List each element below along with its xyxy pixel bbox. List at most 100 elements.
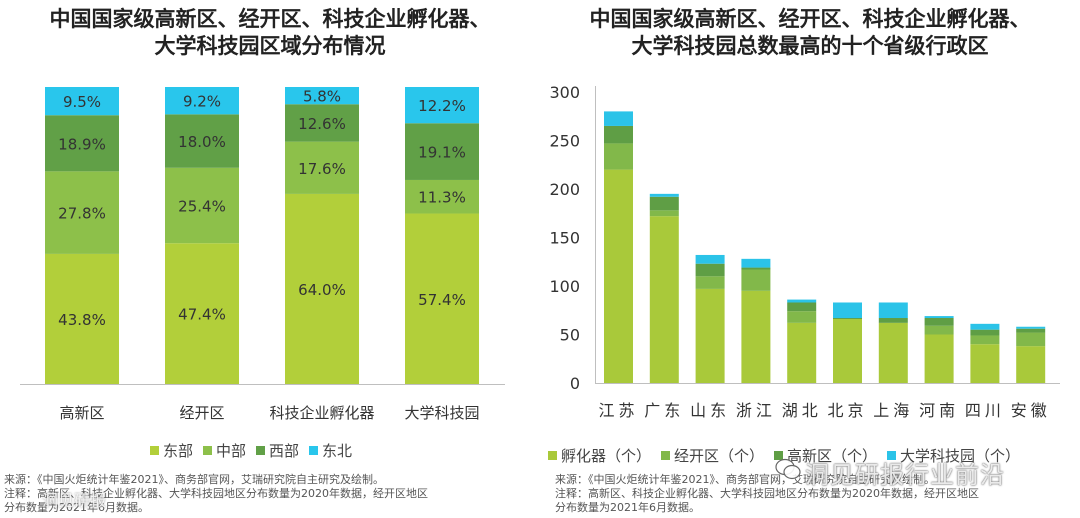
left-note-line-2: 注释：高新区、科技企业孵化器、大学科技园地区分布数量为2020年数据，经开区地区 xyxy=(4,487,428,500)
bar-湖北-大学科技园（个） xyxy=(787,299,817,303)
bar-北京-孵化器（个） xyxy=(833,318,862,383)
bar-安徽-经开区（个） xyxy=(1016,332,1046,347)
right-legend-swatch-1 xyxy=(661,451,671,460)
data-label-高新区-西部: 18.9% xyxy=(58,135,106,153)
bar-上海-高新区（个） xyxy=(878,318,908,323)
x-tick-label-江苏: 江苏 xyxy=(598,401,638,420)
watermark-text: 洞见研报行业前沿 xyxy=(805,461,1005,489)
right-legend-item-0: 孵化器（个） xyxy=(548,445,651,466)
bar-安徽-大学科技园（个） xyxy=(1016,326,1046,329)
left-title-line-2: 大学科技园区域分布情况 xyxy=(154,34,386,58)
data-label-高新区-东北: 9.5% xyxy=(63,93,101,111)
y-tick-label-200: 200 xyxy=(549,180,580,199)
bar-科技企业孵化器-西部 xyxy=(285,104,359,142)
x-tick-label-广东: 广东 xyxy=(644,401,684,420)
left-legend-label-3: 东北 xyxy=(322,442,353,460)
left-legend-swatch-3 xyxy=(309,446,319,455)
left-legend: 东部 中部 西部 东北 xyxy=(150,440,362,461)
bar-浙江-孵化器（个） xyxy=(741,290,771,383)
data-label-高新区-中部: 27.8% xyxy=(58,205,106,223)
right-legend-label-0: 孵化器（个） xyxy=(561,447,652,465)
bar-河南-孵化器（个） xyxy=(924,334,954,383)
x-tick-label-湖北: 湖北 xyxy=(782,401,822,420)
x-tick-label-科技企业孵化器: 科技企业孵化器 xyxy=(269,404,374,422)
left-legend-label-0: 东部 xyxy=(163,442,194,460)
y-tick-label-150: 150 xyxy=(549,229,580,248)
bar-高新区-东北 xyxy=(45,87,119,116)
left-watermark-text: 洞见研报 xyxy=(42,491,107,510)
bar-经开区-东北 xyxy=(165,87,239,115)
x-tick-label-大学科技园: 大学科技园 xyxy=(404,404,479,422)
y-tick-label-0: 0 xyxy=(570,374,580,393)
x-tick-label-安徽: 安徽 xyxy=(1011,401,1051,420)
bar-浙江-经开区（个） xyxy=(741,269,771,291)
bar-广东-孵化器（个） xyxy=(649,216,679,383)
bar-江苏-经开区（个） xyxy=(604,143,633,170)
left-legend-label-2: 西部 xyxy=(269,442,300,460)
bar-山东-孵化器（个） xyxy=(695,288,725,383)
data-label-科技企业孵化器-西部: 12.6% xyxy=(298,115,346,133)
bar-经开区-西部 xyxy=(165,114,239,168)
right-legend-item-2: 高新区（个） xyxy=(774,445,877,466)
bar-四川-经开区（个） xyxy=(970,335,1000,345)
bar-四川-高新区（个） xyxy=(970,329,1000,336)
bar-四川-大学科技园（个） xyxy=(970,323,1000,330)
bar-科技企业孵化器-东北 xyxy=(285,87,359,105)
right-chart-title: 中国国家级高新区、经开区、科技企业孵化器、 大学科技园总数最高的十个省级行政区 xyxy=(540,6,1080,60)
right-legend-label-1: 经开区（个） xyxy=(674,447,765,465)
data-label-科技企业孵化器-东北: 5.8% xyxy=(303,88,341,106)
bar-广东-经开区（个） xyxy=(649,210,679,217)
left-legend-label-1: 中部 xyxy=(216,442,247,460)
bar-高新区-东部 xyxy=(45,253,119,384)
bar-经开区-东部 xyxy=(165,243,239,384)
y-tick-label-100: 100 xyxy=(549,277,580,296)
bar-四川-孵化器（个） xyxy=(970,344,1000,383)
data-label-经开区-西部: 18.0% xyxy=(178,133,226,151)
left-legend-item-2: 西部 xyxy=(256,440,299,461)
x-tick-label-河南: 河南 xyxy=(919,401,959,420)
bar-山东-大学科技园（个） xyxy=(695,254,725,264)
right-legend-label-3: 大学科技园（个） xyxy=(900,447,1021,465)
bar-山东-经开区（个） xyxy=(695,276,725,289)
data-label-科技企业孵化器-东部: 64.0% xyxy=(298,281,346,299)
left-legend-item-0: 东部 xyxy=(150,440,193,461)
right-legend-swatch-0 xyxy=(548,451,557,460)
data-label-大学科技园-东部: 57.4% xyxy=(418,291,466,309)
bar-经开区-中部 xyxy=(165,167,239,244)
bar-安徽-高新区（个） xyxy=(1016,328,1046,333)
bar-北京-大学科技园（个） xyxy=(833,302,862,319)
left-legend-swatch-0 xyxy=(150,446,159,455)
right-legend: 孵化器（个） 经开区（个） 高新区（个） 大学科技园（个） xyxy=(548,445,1030,466)
right-note-line-2: 注释：高新区、科技企业孵化器、大学科技园地区分布数量为2020年数据，经开区地区 xyxy=(555,487,979,500)
x-tick-label-四川: 四川 xyxy=(965,401,1005,420)
data-label-大学科技园-中部: 11.3% xyxy=(418,189,466,207)
data-label-大学科技园-东北: 12.2% xyxy=(418,97,466,115)
bar-河南-经开区（个） xyxy=(924,325,954,335)
left-legend-swatch-2 xyxy=(256,446,266,455)
x-tick-label-高新区: 高新区 xyxy=(59,404,104,422)
bar-河南-大学科技园（个） xyxy=(924,316,954,319)
wechat-icon xyxy=(775,458,801,480)
bar-江苏-大学科技园（个） xyxy=(604,111,633,126)
bar-上海-大学科技园（个） xyxy=(878,302,908,319)
left-note-line-3: 分布数量为2021年6月数据。 xyxy=(4,501,149,514)
bar-科技企业孵化器-中部 xyxy=(285,141,359,194)
left-note-line-1: 来源：《中国火炬统计年鉴2021》、商务部官网，艾瑞研究院自主研究及绘制。 xyxy=(4,473,384,486)
bar-江苏-孵化器（个） xyxy=(604,169,633,383)
data-label-科技企业孵化器-中部: 17.6% xyxy=(298,160,346,178)
bar-江苏-高新区（个） xyxy=(604,125,633,144)
bar-大学科技园-中部 xyxy=(405,179,479,214)
bar-广东-高新区（个） xyxy=(649,196,679,211)
left-source-note: 来源：《中国火炬统计年鉴2021》、商务部官网，艾瑞研究院自主研究及绘制。 注释… xyxy=(4,473,534,515)
x-tick-label-浙江: 浙江 xyxy=(736,401,776,420)
right-legend-item-3: 大学科技园（个） xyxy=(887,445,1020,466)
y-tick-label-50: 50 xyxy=(560,326,580,345)
left-chart-title: 中国国家级高新区、经开区、科技企业孵化器、 大学科技园区域分布情况 xyxy=(0,6,540,60)
left-title-line-1: 中国国家级高新区、经开区、科技企业孵化器、 xyxy=(49,7,491,31)
right-note-line-1: 来源：《中国火炬统计年鉴2021》、商务部官网，艾瑞研究院自主研究及绘制。 xyxy=(555,473,935,486)
data-label-经开区-东北: 9.2% xyxy=(183,93,221,111)
y-tick-label-300: 300 xyxy=(549,83,580,102)
right-legend-swatch-2 xyxy=(774,451,784,460)
bar-浙江-大学科技园（个） xyxy=(741,258,771,268)
